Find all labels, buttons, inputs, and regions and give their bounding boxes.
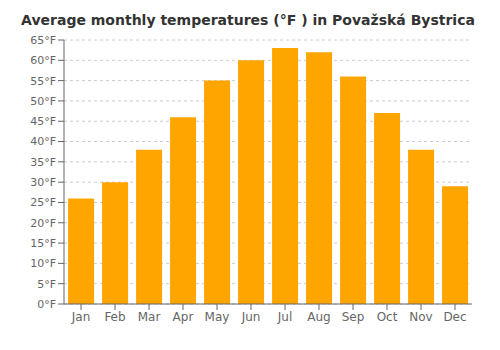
html-text:Average monthly temperatures (: Average monthly temperatures (°F ) in Po… <box>21 12 475 28</box>
svg-text:35°F: 35°F <box>30 156 56 169</box>
svg-text:Nov: Nov <box>409 310 432 324</box>
svg-text:5°F: 5°F <box>37 278 56 291</box>
svg-text:60°F: 60°F <box>30 54 56 67</box>
svg-text:15°F: 15°F <box>30 237 56 250</box>
svg-text:Feb: Feb <box>104 310 125 324</box>
svg-text:Aug: Aug <box>307 310 330 324</box>
svg-text:40°F: 40°F <box>30 135 56 148</box>
svg-text:Dec: Dec <box>443 310 466 324</box>
svg-text:Apr: Apr <box>173 310 194 324</box>
svg-text:20°F: 20°F <box>30 217 56 230</box>
svg-text:45°F: 45°F <box>30 115 56 128</box>
svg-text:Jul: Jul <box>277 310 292 324</box>
svg-text:Mar: Mar <box>138 310 161 324</box>
svg-text:0°F: 0°F <box>37 298 56 311</box>
svg-text:65°F: 65°F <box>30 34 56 47</box>
svg-text:Jan: Jan <box>71 310 91 324</box>
svg-text:May: May <box>205 310 230 324</box>
svg-text:Oct: Oct <box>377 310 398 324</box>
svg-text:Sep: Sep <box>342 310 365 324</box>
svg-text:25°F: 25°F <box>30 196 56 209</box>
svg-text:55°F: 55°F <box>30 75 56 88</box>
svg-text:Jun: Jun <box>241 310 261 324</box>
svg-text:30°F: 30°F <box>30 176 56 189</box>
svg-text:10°F: 10°F <box>30 257 56 270</box>
svg-text:50°F: 50°F <box>30 95 56 108</box>
